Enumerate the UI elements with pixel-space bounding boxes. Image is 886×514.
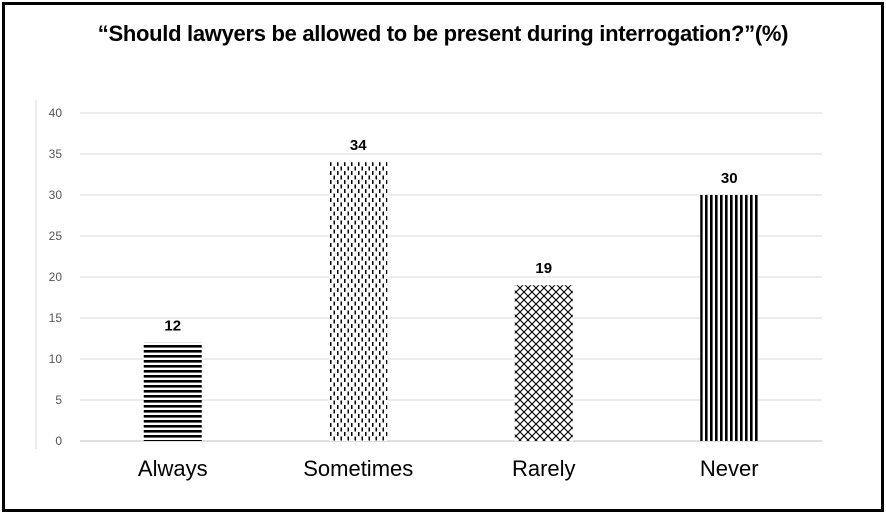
y-tick-label: 10 — [49, 352, 63, 366]
plot-area: 0 5 10 15 20 25 30 35 40 12 Always 34 Sometimes 19 Rar… — [35, 100, 822, 481]
x-tick-label: Rarely — [512, 456, 576, 481]
data-label: 34 — [350, 137, 367, 154]
y-tick-label: 0 — [55, 434, 62, 448]
bar — [514, 285, 573, 441]
chart-title: “Should lawyers be allowed to be present… — [97, 21, 789, 46]
y-tick-label: 40 — [49, 106, 63, 120]
x-tick-label: Always — [138, 456, 208, 481]
data-label: 19 — [535, 260, 552, 277]
x-tick-label: Never — [700, 456, 759, 481]
y-tick-label: 5 — [55, 393, 62, 407]
y-tick-label: 25 — [49, 229, 63, 243]
y-tick-label: 30 — [49, 188, 63, 202]
bar — [329, 162, 388, 441]
x-tick-label: Sometimes — [303, 456, 413, 481]
data-label: 12 — [164, 318, 181, 335]
y-tick-label: 15 — [49, 311, 63, 325]
y-tick-label: 35 — [49, 147, 63, 161]
bar — [700, 195, 759, 441]
bar — [143, 342, 202, 441]
y-tick-label: 20 — [49, 270, 63, 284]
data-label: 30 — [721, 170, 738, 187]
